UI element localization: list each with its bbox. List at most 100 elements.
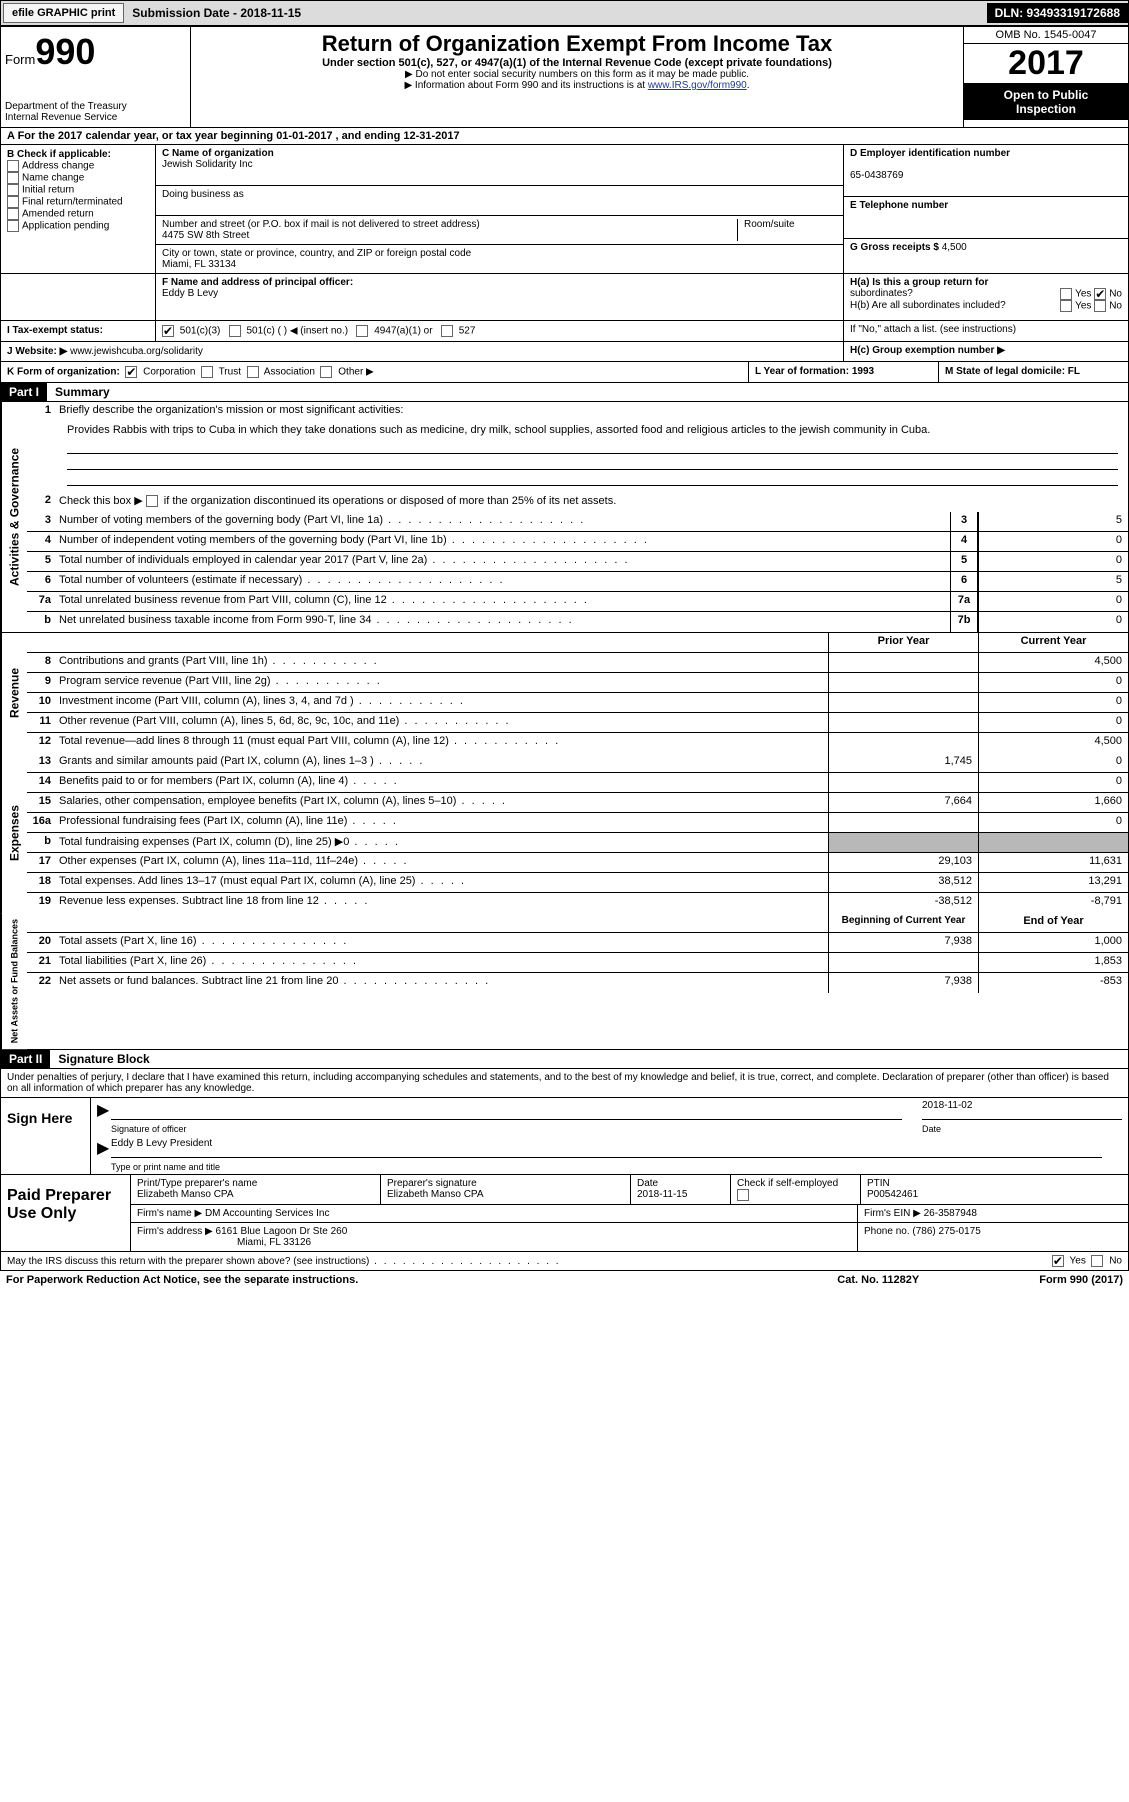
i-label: I Tax-exempt status: xyxy=(7,325,103,336)
cb-discuss-yes[interactable] xyxy=(1052,1255,1064,1267)
current-value: 1,000 xyxy=(978,933,1128,952)
prior-value: 1,745 xyxy=(828,753,978,772)
cb-amended[interactable] xyxy=(7,208,19,220)
firm-addr-label: Firm's address ▶ xyxy=(137,1226,213,1237)
k-label: K Form of organization: xyxy=(7,367,120,378)
prior-value xyxy=(828,733,978,753)
dba-label: Doing business as xyxy=(162,189,244,200)
line-text: Investment income (Part VIII, column (A)… xyxy=(55,693,828,712)
perjury-declaration: Under penalties of perjury, I declare th… xyxy=(1,1069,1128,1097)
current-value: 11,631 xyxy=(978,853,1128,872)
line-value: 5 xyxy=(978,572,1128,591)
room-suite-label: Room/suite xyxy=(737,219,837,241)
dept-irs: Internal Revenue Service xyxy=(5,112,186,123)
line-value: 0 xyxy=(978,552,1128,571)
form-word: Form xyxy=(5,52,35,67)
firm-ein: 26-3587948 xyxy=(924,1208,977,1219)
cb-trust[interactable] xyxy=(201,366,213,378)
part2-title: Signature Block xyxy=(50,1050,157,1068)
ein-value: 65-0438769 xyxy=(850,170,903,181)
prep-name: Elizabeth Manso CPA xyxy=(137,1189,234,1200)
pra-notice: For Paperwork Reduction Act Notice, see … xyxy=(6,1274,358,1286)
irs-link[interactable]: www.IRS.gov/form990 xyxy=(648,80,747,91)
cb-association[interactable] xyxy=(247,366,259,378)
mission-underline xyxy=(67,440,1118,454)
line-box: 5 xyxy=(950,552,978,571)
mission-underline xyxy=(67,472,1118,486)
cb-corporation[interactable] xyxy=(125,366,137,378)
prep-name-label: Print/Type preparer's name xyxy=(137,1178,257,1189)
cb-hb-yes[interactable] xyxy=(1060,300,1072,312)
line-text: Professional fundraising fees (Part IX, … xyxy=(55,813,828,832)
line-text: Revenue less expenses. Subtract line 18 … xyxy=(55,893,828,913)
arrow-icon: ▶ xyxy=(97,1138,111,1158)
cb-application-pending[interactable] xyxy=(7,220,19,232)
f-officer-label: F Name and address of principal officer: xyxy=(162,277,353,288)
line-text: Total revenue—add lines 8 through 11 (mu… xyxy=(55,733,828,753)
cb-hb-no[interactable] xyxy=(1094,300,1106,312)
officer-name: Eddy B Levy xyxy=(162,288,218,299)
b-label: B Check if applicable: xyxy=(7,149,149,160)
officer-name-title: Eddy B Levy President xyxy=(111,1138,1102,1158)
ha-sub: subordinates? xyxy=(850,288,913,300)
prior-value: 7,938 xyxy=(828,933,978,952)
line-text: Benefits paid to or for members (Part IX… xyxy=(55,773,828,792)
line-text: Total assets (Part X, line 16) xyxy=(55,933,828,952)
topbar: efile GRAPHIC print Submission Date - 20… xyxy=(0,0,1129,26)
phone-value: (786) 275-0175 xyxy=(912,1226,980,1237)
efile-button[interactable]: efile GRAPHIC print xyxy=(3,3,124,23)
current-value: 13,291 xyxy=(978,873,1128,892)
cb-address-change[interactable] xyxy=(7,160,19,172)
form-number: 990 xyxy=(35,31,95,72)
cb-501c3[interactable] xyxy=(162,325,174,337)
form-footer: Form 990 (2017) xyxy=(1039,1274,1123,1286)
cb-initial-return[interactable] xyxy=(7,184,19,196)
website-value: www.jewishcuba.org/solidarity xyxy=(70,346,203,357)
street-address: 4475 SW 8th Street xyxy=(162,230,249,241)
line1-label: Briefly describe the organization's miss… xyxy=(55,402,1128,422)
cb-self-employed[interactable] xyxy=(737,1189,749,1201)
cb-ha-yes[interactable] xyxy=(1060,288,1072,300)
current-value: -853 xyxy=(978,973,1128,993)
line-box: 7a xyxy=(950,592,978,611)
sign-here-label: Sign Here xyxy=(1,1098,91,1174)
org-name: Jewish Solidarity Inc xyxy=(162,159,253,170)
current-value: 4,500 xyxy=(978,733,1128,753)
hb-label: H(b) Are all subordinates included? xyxy=(850,300,1006,312)
firm-addr2: Miami, FL 33126 xyxy=(237,1237,311,1248)
cb-discontinued[interactable] xyxy=(146,495,158,507)
city-state-zip: Miami, FL 33134 xyxy=(162,259,236,270)
cat-no: Cat. No. 11282Y xyxy=(837,1274,919,1286)
arrow-icon: ▶ xyxy=(97,1100,111,1120)
prior-value xyxy=(828,773,978,792)
cb-ha-no[interactable] xyxy=(1094,288,1106,300)
current-value: 0 xyxy=(978,753,1128,772)
date-label: Date xyxy=(922,1124,1122,1134)
line-value: 0 xyxy=(978,532,1128,551)
omb-number: OMB No. 1545-0047 xyxy=(964,27,1128,44)
note-ssn: ▶ Do not enter social security numbers o… xyxy=(199,69,955,80)
d-ein-label: D Employer identification number xyxy=(850,148,1010,159)
prior-value xyxy=(828,693,978,712)
line-text: Total unrelated business revenue from Pa… xyxy=(55,592,950,611)
cb-other[interactable] xyxy=(320,366,332,378)
line-box: 7b xyxy=(950,612,978,632)
current-value: 0 xyxy=(978,693,1128,712)
col-b-checkboxes: B Check if applicable: Address change Na… xyxy=(1,145,156,273)
ptin-value: P00542461 xyxy=(867,1189,918,1200)
cb-4947[interactable] xyxy=(356,325,368,337)
cb-527[interactable] xyxy=(441,325,453,337)
cb-name-change[interactable] xyxy=(7,172,19,184)
cb-final-return[interactable] xyxy=(7,196,19,208)
line-text: Grants and similar amounts paid (Part IX… xyxy=(55,753,828,772)
hb-note: If "No," attach a list. (see instruction… xyxy=(850,324,1122,335)
type-name-label: Type or print name and title xyxy=(111,1162,220,1172)
j-label: J Website: ▶ xyxy=(7,346,67,357)
prep-sig-label: Preparer's signature xyxy=(387,1178,477,1189)
current-value: 1,853 xyxy=(978,953,1128,972)
cb-501c[interactable] xyxy=(229,325,241,337)
cb-discuss-no[interactable] xyxy=(1091,1255,1103,1267)
prior-value: 7,938 xyxy=(828,973,978,993)
line-text: Total expenses. Add lines 13–17 (must eq… xyxy=(55,873,828,892)
current-value xyxy=(978,833,1128,852)
